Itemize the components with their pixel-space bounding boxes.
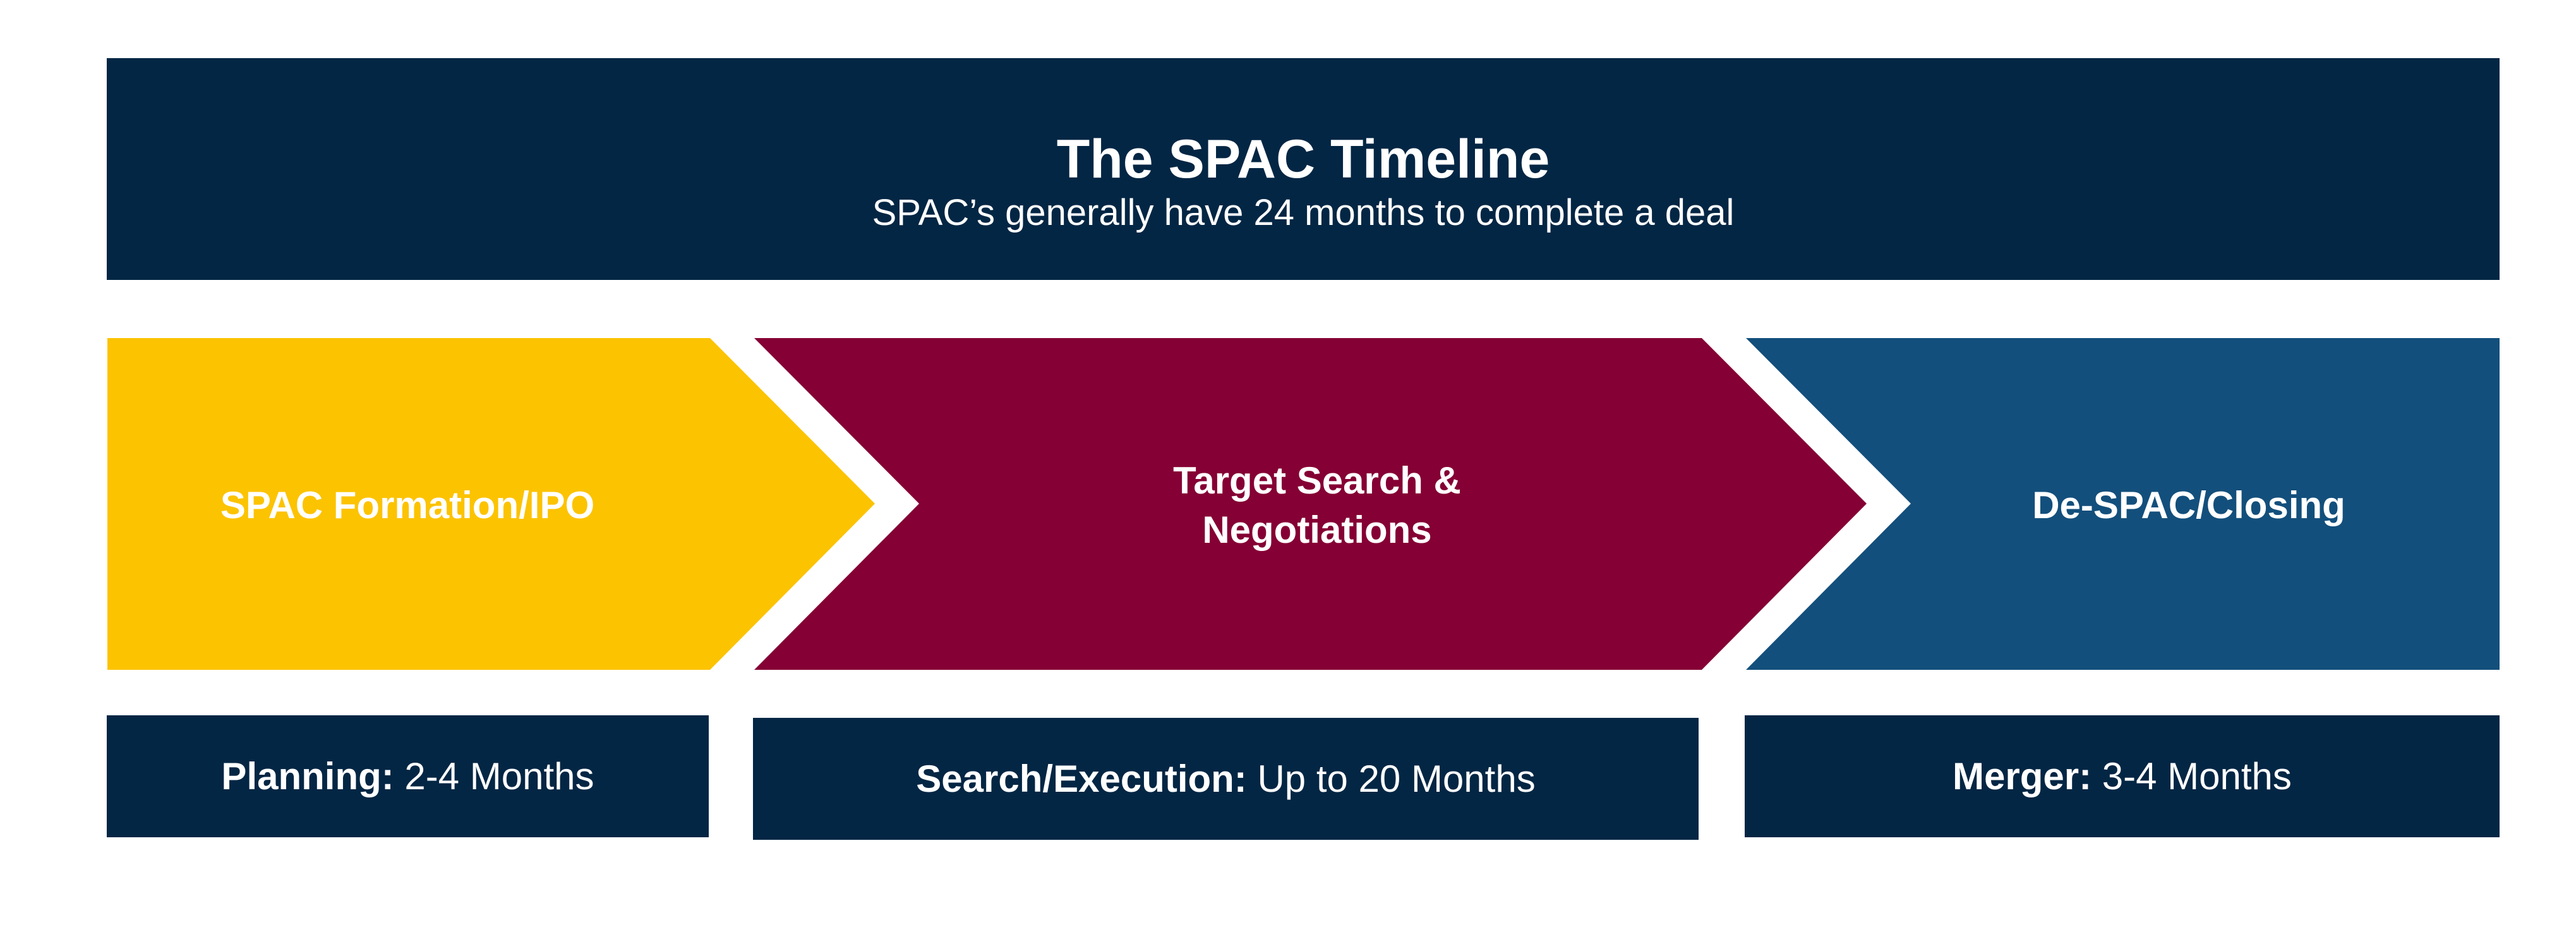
step-closing-chevron (1746, 338, 2500, 670)
duration-merger-label: Merger: (1953, 755, 2092, 797)
page-subtitle: SPAC’s generally have 24 months to compl… (872, 192, 1735, 233)
duration-search: Search/Execution: Up to 20 Months (753, 718, 1699, 840)
step-search-label: Target Search & Negotiations (1173, 456, 1461, 555)
timeline-header: The SPAC Timeline SPAC’s generally have … (107, 58, 2500, 280)
step-formation-label: SPAC Formation/IPO (220, 484, 595, 526)
step-closing-label: De-SPAC/Closing (2032, 484, 2345, 526)
step-formation-chevron (107, 338, 875, 670)
duration-planning-value: 2-4 Months (404, 755, 594, 797)
step-search-label-line1: Target Search & (1173, 459, 1461, 502)
duration-merger: Merger: 3-4 Months (1745, 715, 2500, 837)
duration-search-value: Up to 20 Months (1257, 758, 1536, 800)
page-title: The SPAC Timeline (1056, 129, 1550, 190)
step-search-label-line2: Negotiations (1202, 509, 1432, 551)
duration-planning-label: Planning: (221, 755, 394, 797)
duration-search-label: Search/Execution: (916, 758, 1247, 800)
step-search-chevron (754, 338, 1867, 670)
duration-planning: Planning: 2-4 Months (107, 715, 709, 837)
duration-merger-value: 3-4 Months (2102, 755, 2292, 797)
